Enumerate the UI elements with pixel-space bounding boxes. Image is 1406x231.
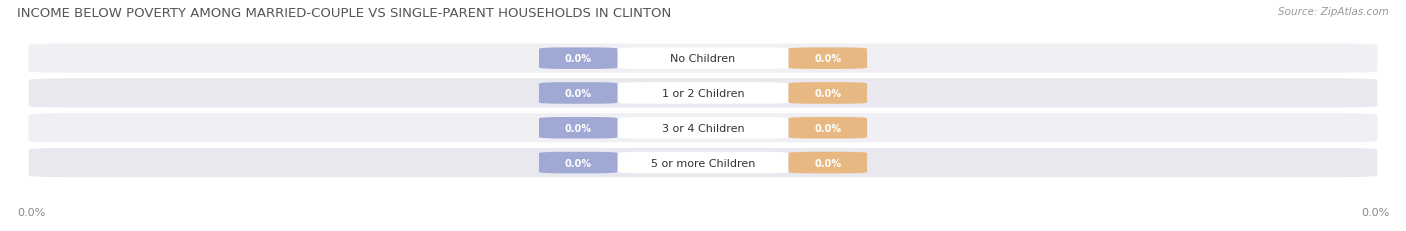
Text: 0.0%: 0.0% <box>565 158 592 168</box>
Text: 0.0%: 0.0% <box>814 54 841 64</box>
Text: 1 or 2 Children: 1 or 2 Children <box>662 88 744 99</box>
Text: 0.0%: 0.0% <box>814 88 841 99</box>
FancyBboxPatch shape <box>538 83 617 104</box>
FancyBboxPatch shape <box>789 48 868 70</box>
Text: 3 or 4 Children: 3 or 4 Children <box>662 123 744 133</box>
FancyBboxPatch shape <box>27 43 1379 75</box>
FancyBboxPatch shape <box>789 152 868 174</box>
FancyBboxPatch shape <box>617 48 789 70</box>
Text: 0.0%: 0.0% <box>565 88 592 99</box>
Text: INCOME BELOW POVERTY AMONG MARRIED-COUPLE VS SINGLE-PARENT HOUSEHOLDS IN CLINTON: INCOME BELOW POVERTY AMONG MARRIED-COUPL… <box>17 7 671 20</box>
Text: No Children: No Children <box>671 54 735 64</box>
Text: Source: ZipAtlas.com: Source: ZipAtlas.com <box>1278 7 1389 17</box>
FancyBboxPatch shape <box>538 48 617 70</box>
Text: 0.0%: 0.0% <box>1361 207 1389 217</box>
FancyBboxPatch shape <box>617 152 789 174</box>
Text: 0.0%: 0.0% <box>565 123 592 133</box>
FancyBboxPatch shape <box>789 118 868 139</box>
Text: 0.0%: 0.0% <box>814 123 841 133</box>
Text: 0.0%: 0.0% <box>17 207 45 217</box>
FancyBboxPatch shape <box>617 83 789 104</box>
FancyBboxPatch shape <box>617 118 789 139</box>
FancyBboxPatch shape <box>538 118 617 139</box>
FancyBboxPatch shape <box>27 78 1379 109</box>
Legend: Married Couples, Single Parents: Married Couples, Single Parents <box>589 228 817 231</box>
FancyBboxPatch shape <box>538 152 617 174</box>
Text: 5 or more Children: 5 or more Children <box>651 158 755 168</box>
Text: 0.0%: 0.0% <box>814 158 841 168</box>
FancyBboxPatch shape <box>789 83 868 104</box>
Text: 0.0%: 0.0% <box>565 54 592 64</box>
FancyBboxPatch shape <box>27 147 1379 179</box>
FancyBboxPatch shape <box>27 112 1379 144</box>
